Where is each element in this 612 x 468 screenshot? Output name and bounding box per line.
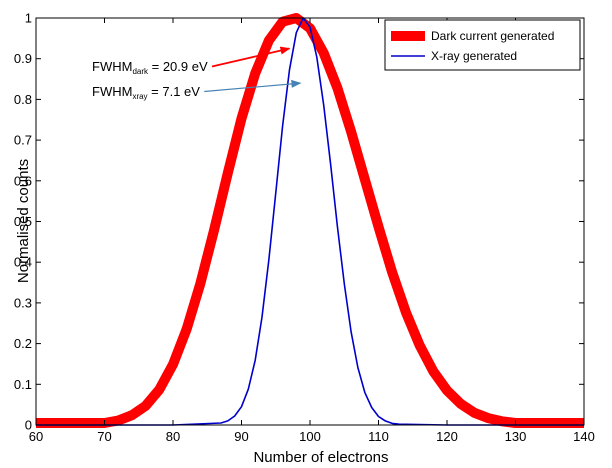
annotation-label-1: FWHMxray = 7.1 eV [92,84,200,101]
y-tick-label: 0.5 [14,214,32,229]
x-tick-label: 70 [97,429,111,444]
plot-frame [35,17,585,426]
y-tick-label: 0.9 [14,51,32,66]
x-tick-label: 90 [234,429,248,444]
series-layer [36,13,584,428]
legend-label-0: Dark current generated [431,29,554,43]
x-tick-label: 110 [368,429,389,444]
y-tick-label: 0.6 [14,173,32,188]
x-tick-label: 100 [299,429,321,444]
y-tick-label: 0 [25,418,32,433]
legend-label-1: X-ray generated [431,49,517,63]
annotations-layer: FWHMdark = 20.9 eV FWHMxray = 7.1 eV [92,46,302,101]
annotation-arrow-0 [211,46,291,68]
y-tick-label: 0.3 [14,295,32,310]
annotation-arrow-1 [204,79,302,93]
legend-box [384,19,581,71]
legend: Dark current generated X-ray generated [384,19,581,71]
x-tick-label: 60 [29,429,43,444]
x-tick-label: 140 [573,429,595,444]
y-tick-label: 1 [25,11,32,26]
y-tick-label: 0.8 [14,92,32,107]
y-axis-title: Normalised counts [15,159,32,283]
y-tick-label: 0.4 [14,255,32,270]
series-line-1 [36,17,584,426]
ticks-layer: 60 70 80 90 100 110 120 130 140 0 0.1 0.2 0.3 0.4 0.5 0… [14,11,595,445]
y-tick-label: 0.1 [14,377,32,392]
y-tick-label: 0.2 [14,336,32,351]
x-axis-title: Number of electrons [253,449,388,466]
y-tick-label: 0.7 [14,133,32,148]
annotation-label-0: FWHMdark = 20.9 eV [92,59,208,76]
x-tick-label: 80 [166,429,180,444]
x-tick-label: 130 [505,429,527,444]
x-tick-label: 120 [436,429,458,444]
series-line-0 [36,13,584,428]
